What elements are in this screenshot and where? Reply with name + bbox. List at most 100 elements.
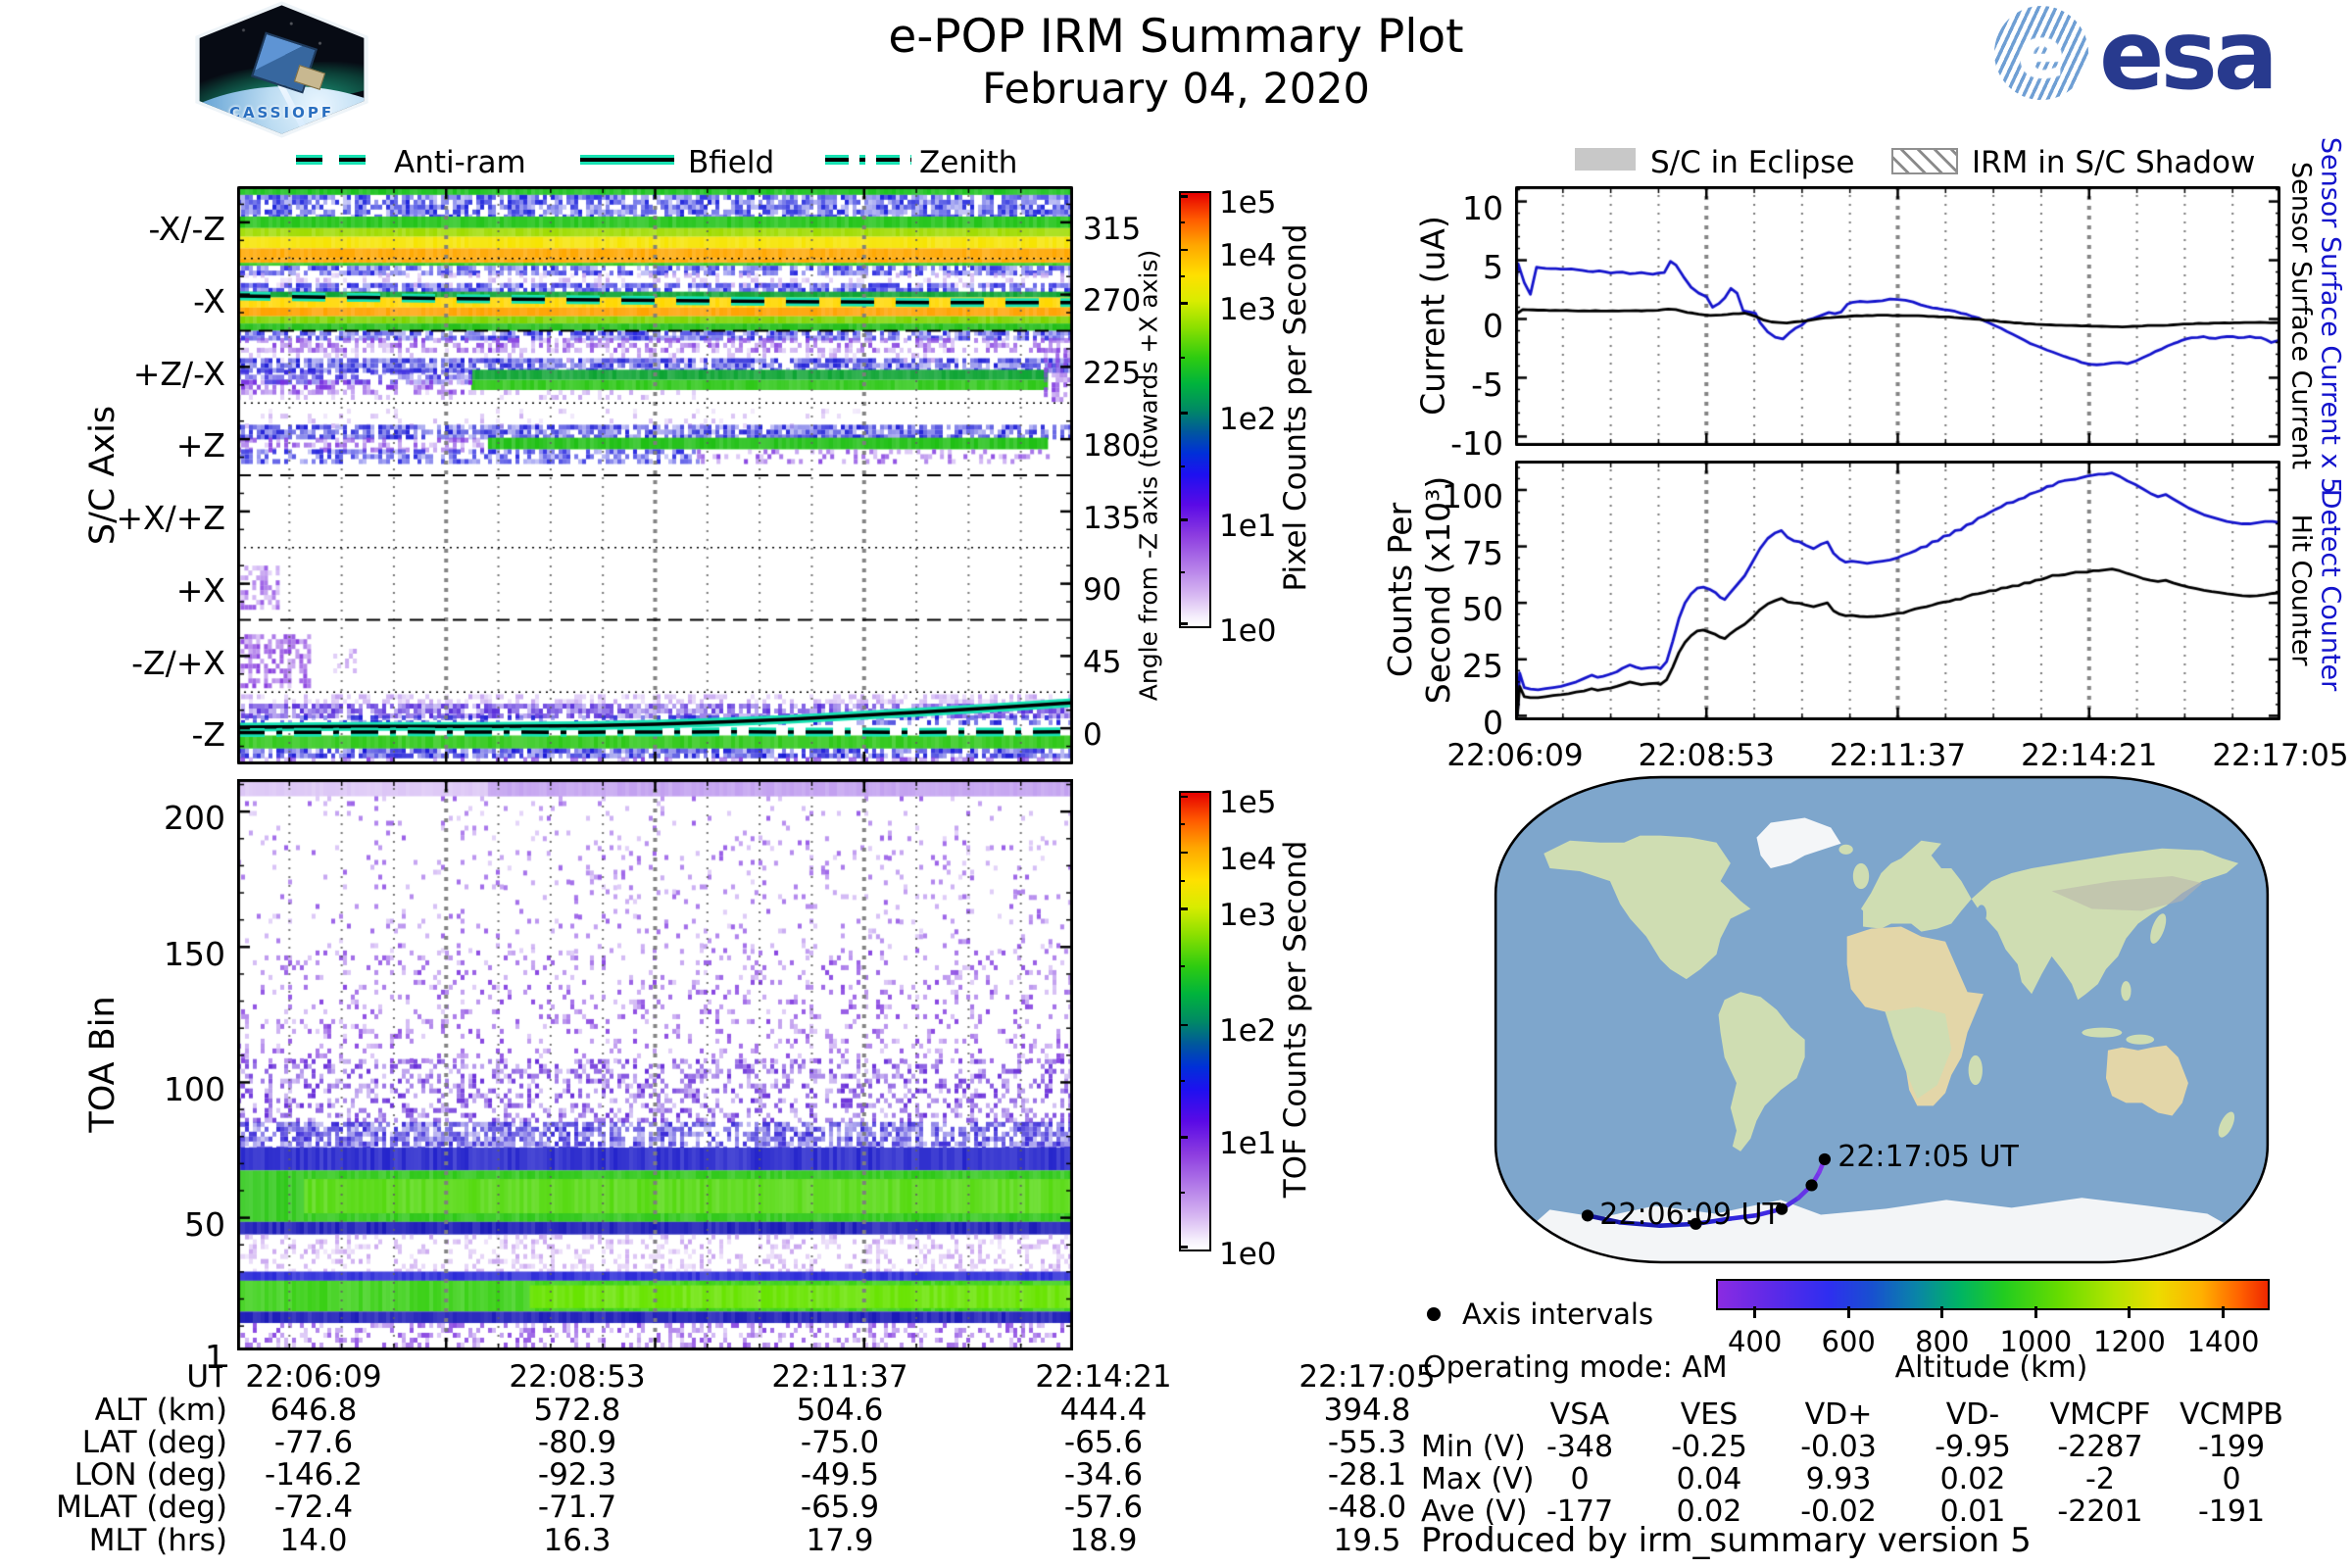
tof-counts-colorbar-label: TOF Counts per Second bbox=[1278, 840, 1313, 1199]
cassiope-mission-patch: CASSIOPE bbox=[195, 1, 368, 138]
altitude-tick bbox=[2222, 1306, 2225, 1318]
voltage-value: -177 bbox=[1545, 1494, 1614, 1530]
tof-colorbar-tick-label: 1e2 bbox=[1219, 1013, 1277, 1050]
altitude-tick bbox=[1940, 1306, 1944, 1318]
altitude-tick-label: 1200 bbox=[2093, 1325, 2166, 1359]
axis-interval-dot bbox=[1818, 1152, 1832, 1165]
sc-axis-row-label: +X/+Z bbox=[116, 499, 225, 538]
tof-counts-colorbar bbox=[1179, 791, 1211, 1251]
anti-ram-legend-label: Anti-ram bbox=[394, 145, 526, 180]
ephemeris-row-label: MLT (hrs) bbox=[88, 1522, 227, 1558]
colorbar-tick bbox=[1179, 795, 1188, 799]
page-title: e-POP IRM Summary Plot bbox=[888, 10, 1464, 64]
page-date: February 04, 2020 bbox=[982, 65, 1370, 114]
colorbar-minor-tick bbox=[1179, 274, 1185, 277]
time-tick-label: 22:08:53 bbox=[1638, 737, 1775, 773]
counts-ytick-label: 100 bbox=[1442, 477, 1503, 516]
bfield-legend-line-icon bbox=[580, 155, 674, 165]
colorbar-minor-tick bbox=[1179, 570, 1185, 573]
toa-tick-label: 150 bbox=[164, 934, 225, 973]
pixel-colorbar-tick-label: 1e4 bbox=[1219, 238, 1277, 274]
tof-colorbar-tick-label: 1e3 bbox=[1219, 897, 1277, 933]
tof-colorbar-tick-label: 1e1 bbox=[1219, 1125, 1277, 1161]
ephemeris-value: 646.8 bbox=[270, 1392, 358, 1428]
voltage-value: -9.95 bbox=[1935, 1430, 2011, 1465]
esa-globe-icon bbox=[1994, 6, 2088, 100]
ephemeris-value: -72.4 bbox=[273, 1489, 354, 1525]
colorbar-minor-tick bbox=[1179, 879, 1185, 882]
voltage-value: -191 bbox=[2197, 1494, 2266, 1530]
toa-tick-label: 100 bbox=[164, 1069, 225, 1108]
colorbar-minor-tick bbox=[1179, 965, 1185, 968]
counts-plot-canvas bbox=[1515, 461, 2280, 720]
ephemeris-value: 22:11:37 bbox=[771, 1358, 908, 1395]
sensor-surface-current-x5-label: Sensor Surface Current x 5 bbox=[2315, 136, 2346, 495]
colorbar-minor-tick bbox=[1179, 1079, 1185, 1082]
counts-ytick-label: 50 bbox=[1462, 590, 1503, 629]
voltage-row-label: Min (V) bbox=[1421, 1430, 1526, 1465]
track-start-time-label: 22:06:09 UT bbox=[1599, 1198, 1781, 1233]
altitude-tick bbox=[2034, 1306, 2037, 1318]
pixel-colorbar-tick-label: 1e1 bbox=[1219, 508, 1277, 544]
colorbar-tick bbox=[1179, 1023, 1188, 1027]
angle-tick-label: 0 bbox=[1083, 716, 1102, 753]
voltage-value: 0 bbox=[2222, 1462, 2241, 1497]
colorbar-tick bbox=[1179, 248, 1188, 252]
altitude-colorbar bbox=[1716, 1279, 2270, 1310]
toa-tick-label: 50 bbox=[184, 1204, 225, 1244]
time-tick-label: 22:14:21 bbox=[2021, 737, 2158, 773]
sc-axis-row-label: +Z/-X bbox=[132, 354, 225, 393]
altitude-tick-label: 800 bbox=[1915, 1325, 1970, 1359]
ephemeris-value: 22:17:05 bbox=[1298, 1358, 1436, 1395]
ephemeris-value: 444.4 bbox=[1059, 1392, 1148, 1428]
voltage-value: -199 bbox=[2197, 1430, 2266, 1465]
toa-tick-label: 1 bbox=[205, 1338, 225, 1377]
voltage-value: 0.04 bbox=[1676, 1462, 1742, 1497]
toa-bin-ylabel: TOA Bin bbox=[83, 996, 122, 1133]
angle-tick-label: 180 bbox=[1083, 427, 1142, 464]
tof-colorbar-tick-label: 1e4 bbox=[1219, 841, 1277, 877]
axis-interval-dot bbox=[1581, 1209, 1594, 1222]
sc-axis-row-label: -Z bbox=[191, 715, 225, 755]
sc-axis-row-label: -X bbox=[193, 281, 225, 320]
cassiope-label: CASSIOPE bbox=[228, 104, 335, 122]
sc-axis-spectrogram-canvas bbox=[237, 186, 1073, 764]
colorbar-tick bbox=[1179, 851, 1188, 855]
time-tick-label: 22:11:37 bbox=[1829, 737, 1967, 773]
altitude-tick-label: 1000 bbox=[1999, 1325, 2073, 1359]
ephemeris-value: 504.6 bbox=[796, 1392, 884, 1428]
esa-logo-text: esa bbox=[2099, 0, 2278, 112]
angle-tick-label: 270 bbox=[1083, 283, 1142, 319]
voltage-value: -2287 bbox=[2057, 1430, 2143, 1465]
voltage-value: 9.93 bbox=[1805, 1462, 1872, 1497]
ephemeris-row-label: UT bbox=[186, 1358, 227, 1395]
time-tick-label: 22:06:09 bbox=[1446, 737, 1584, 773]
toa-spectrogram-canvas bbox=[237, 779, 1073, 1350]
ephemeris-value: 22:06:09 bbox=[245, 1358, 382, 1395]
ephemeris-value: -55.3 bbox=[1327, 1424, 1407, 1460]
voltage-row-label: Ave (V) bbox=[1421, 1494, 1528, 1530]
ephemeris-row-label: LON (deg) bbox=[74, 1456, 227, 1493]
pixel-counts-colorbar bbox=[1179, 191, 1211, 628]
shadow-legend-label: IRM in S/C Shadow bbox=[1972, 145, 2256, 180]
ephemeris-value: -71.7 bbox=[537, 1489, 617, 1525]
ephemeris-value: 14.0 bbox=[279, 1522, 348, 1558]
axis-interval-dot bbox=[1805, 1179, 1818, 1192]
time-tick-label: 22:17:05 bbox=[2212, 737, 2349, 773]
angle-tick-label: 135 bbox=[1083, 500, 1142, 536]
current-ytick-label: 0 bbox=[1483, 306, 1503, 345]
hit-counter-label: Hit Counter bbox=[2285, 514, 2317, 666]
ephemeris-row-label: ALT (km) bbox=[94, 1392, 227, 1428]
voltage-value: -0.03 bbox=[1800, 1430, 1877, 1465]
continents bbox=[1509, 817, 2253, 1262]
ephemeris-value: -65.9 bbox=[800, 1489, 880, 1525]
ephemeris-value: 17.9 bbox=[806, 1522, 874, 1558]
colorbar-tick bbox=[1179, 622, 1188, 625]
angle-tick-label: 315 bbox=[1083, 211, 1142, 247]
tof-colorbar-tick-label: 1e0 bbox=[1219, 1236, 1277, 1272]
pixel-colorbar-tick-label: 1e0 bbox=[1219, 612, 1277, 649]
ephemeris-value: 22:14:21 bbox=[1035, 1358, 1172, 1395]
ground-track-segment bbox=[1617, 1220, 1663, 1228]
zenith-legend-line-icon bbox=[825, 155, 911, 165]
voltage-value: 0.01 bbox=[1939, 1494, 2006, 1530]
